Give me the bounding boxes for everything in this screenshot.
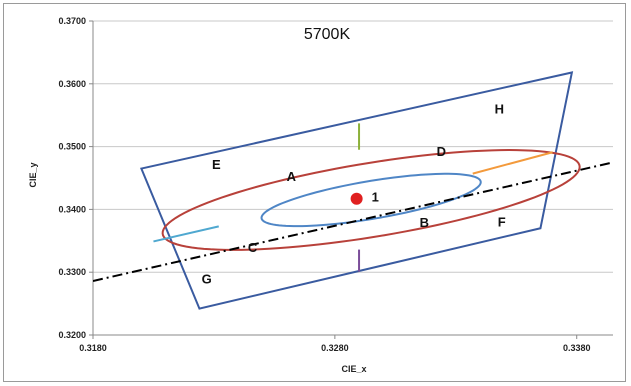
x-tick-label-2: 0.3380 xyxy=(563,343,591,353)
dashdot-reference-line xyxy=(93,161,611,282)
y-tick-label-3: 0.3500 xyxy=(58,142,86,152)
orange-segment xyxy=(472,151,553,175)
region-labels: 1 A B C D E F G H xyxy=(202,101,506,286)
cyan-segment xyxy=(153,225,219,243)
x-tick-label-1: 0.3280 xyxy=(321,343,349,353)
y-tick-label-4: 0.3600 xyxy=(58,79,86,89)
axes xyxy=(89,20,613,339)
region-label-f: F xyxy=(498,214,506,229)
region-label-g: G xyxy=(202,271,212,286)
chart-title: 5700K xyxy=(304,26,351,43)
region-label-b: B xyxy=(420,215,429,230)
x-tick-label-0: 0.3180 xyxy=(79,343,107,353)
y-tick-label-0: 0.3200 xyxy=(58,330,86,340)
inner-ellipse xyxy=(260,172,482,228)
grid-lines xyxy=(93,20,613,336)
y-tick-label-2: 0.3400 xyxy=(58,204,86,214)
plot-area xyxy=(93,71,611,310)
center-point-label: 1 xyxy=(372,190,379,205)
center-point xyxy=(350,192,363,205)
region-label-c: C xyxy=(248,240,258,255)
y-tick-label-5: 0.3700 xyxy=(58,16,86,26)
tick-labels: 0.3200 0.3300 0.3400 0.3500 0.3600 0.3700 0.31… xyxy=(58,16,590,353)
region-label-d: D xyxy=(437,144,446,159)
region-label-a: A xyxy=(287,169,297,184)
y-tick-label-1: 0.3300 xyxy=(58,267,86,277)
y-axis-label: CIE_y xyxy=(28,162,38,187)
region-label-h: H xyxy=(495,101,504,116)
x-axis-label: CIE_x xyxy=(341,364,366,374)
region-label-e: E xyxy=(212,157,221,172)
outer-ellipse xyxy=(161,149,581,251)
